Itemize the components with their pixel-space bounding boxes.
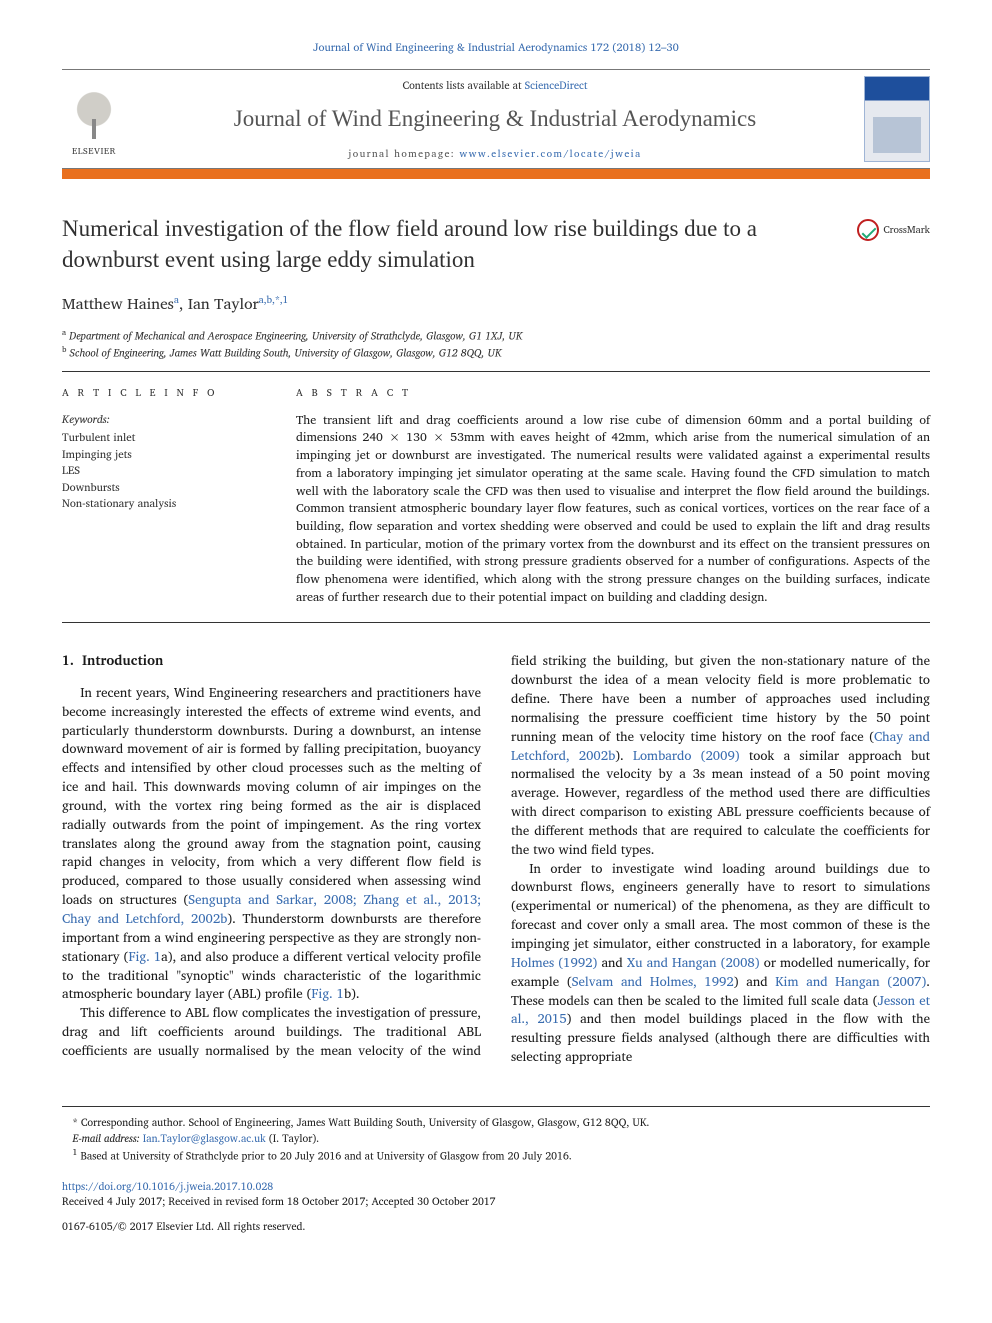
email-label: E-mail address: bbox=[73, 1129, 143, 1147]
crossmark-widget[interactable]: CrossMark bbox=[857, 219, 930, 241]
running-head: Journal of Wind Engineering & Industrial… bbox=[62, 40, 930, 55]
author-2: Ian Taylor bbox=[188, 291, 259, 317]
body-text: 1. Introduction In recent years, Wind En… bbox=[62, 651, 930, 1066]
journal-title: Journal of Wind Engineering & Industrial… bbox=[140, 103, 850, 135]
homepage-prefix: journal homepage: bbox=[348, 146, 459, 162]
sciencedirect-link[interactable]: ScienceDirect bbox=[525, 76, 588, 94]
article-title: Numerical investigation of the flow fiel… bbox=[62, 213, 837, 275]
paragraph: In recent years, Wind Engineering resear… bbox=[62, 683, 481, 1003]
author-1-sup: a bbox=[174, 292, 179, 308]
divider bbox=[62, 622, 930, 623]
article-history: Received 4 July 2017; Received in revise… bbox=[62, 1194, 930, 1209]
article-info-head: A R T I C L E I N F O bbox=[62, 386, 262, 400]
publisher-logo: ELSEVIER bbox=[62, 81, 126, 157]
footnotes: * Corresponding author. School of Engine… bbox=[62, 1106, 930, 1165]
crossmark-icon bbox=[857, 219, 879, 241]
journal-cover-thumb bbox=[864, 76, 930, 162]
homepage-line: journal homepage: www.elsevier.com/locat… bbox=[140, 147, 850, 161]
keyword: Impinging jets bbox=[62, 446, 262, 463]
crossmark-label: CrossMark bbox=[883, 223, 930, 237]
publisher-name: ELSEVIER bbox=[72, 145, 116, 158]
keyword: LES bbox=[62, 462, 262, 479]
paragraph: In order to investigate wind loading aro… bbox=[511, 859, 930, 1066]
keywords-label: Keywords: bbox=[62, 412, 262, 427]
keywords-list: Turbulent inlet Impinging jets LES Downb… bbox=[62, 429, 262, 512]
keyword: Turbulent inlet bbox=[62, 429, 262, 446]
affiliation-a: Department of Mechanical and Aerospace E… bbox=[69, 327, 523, 345]
doi-block: https://doi.org/10.1016/j.jweia.2017.10.… bbox=[62, 1179, 930, 1209]
masthead: ELSEVIER Contents lists available at Sci… bbox=[62, 69, 930, 169]
section-heading: 1. Introduction bbox=[62, 651, 481, 671]
author-1: Matthew Haines bbox=[62, 291, 174, 317]
affiliation-b: School of Engineering, James Watt Buildi… bbox=[70, 344, 502, 362]
abstract-column: A B S T R A C T The transient lift and d… bbox=[296, 386, 930, 607]
homepage-link[interactable]: www.elsevier.com/locate/jweia bbox=[459, 146, 641, 162]
copyright-line: 0167-6105/© 2017 Elsevier Ltd. All right… bbox=[62, 1219, 930, 1234]
article-info-column: A R T I C L E I N F O Keywords: Turbulen… bbox=[62, 386, 262, 607]
abstract-text: The transient lift and drag coefficients… bbox=[296, 412, 930, 607]
contents-line: Contents lists available at ScienceDirec… bbox=[140, 78, 850, 93]
divider bbox=[62, 371, 930, 372]
elsevier-tree-icon bbox=[70, 91, 118, 143]
keyword: Non-stationary analysis bbox=[62, 495, 262, 512]
email-suffix: (I. Taylor). bbox=[266, 1129, 320, 1147]
abstract-head: A B S T R A C T bbox=[296, 386, 930, 400]
footnote-1: 1 Based at University of Strathclyde pri… bbox=[62, 1146, 930, 1164]
authors: Matthew Hainesa, Ian Taylora,b,*,1 bbox=[62, 293, 930, 315]
contents-prefix: Contents lists available at bbox=[403, 76, 525, 94]
author-2-sup: a,b,*,1 bbox=[259, 292, 289, 308]
keyword: Downbursts bbox=[62, 479, 262, 496]
email-line: E-mail address: Ian.Taylor@glasgow.ac.uk… bbox=[62, 1131, 930, 1147]
affiliations: a Department of Mechanical and Aerospace… bbox=[62, 327, 930, 360]
orange-divider bbox=[62, 169, 930, 179]
author-email-link[interactable]: Ian.Taylor@glasgow.ac.uk bbox=[143, 1129, 266, 1147]
